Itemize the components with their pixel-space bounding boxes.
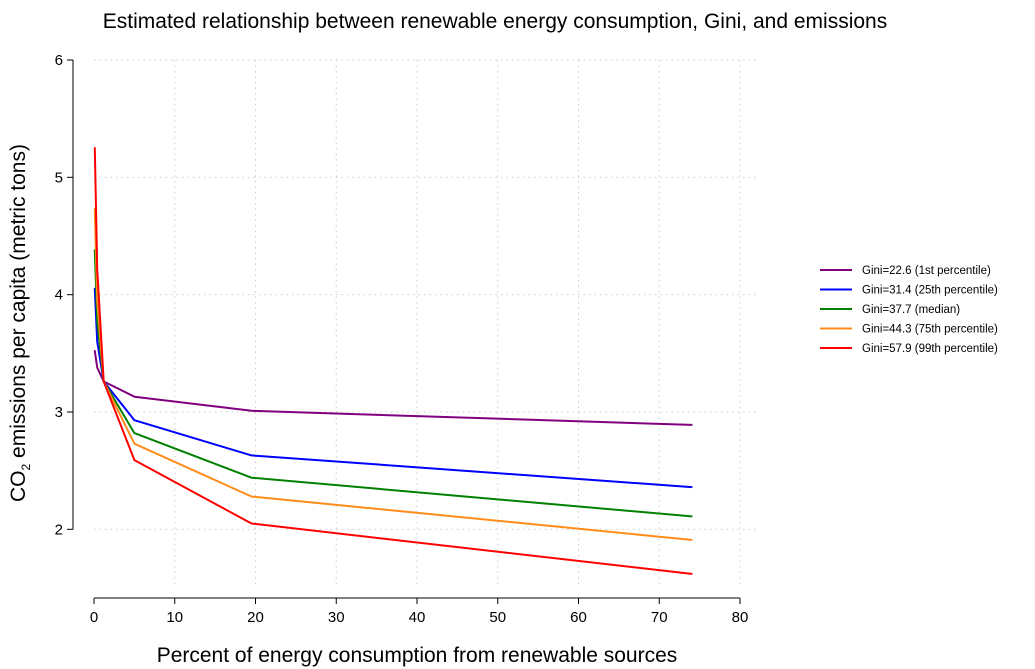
series-line <box>93 249 693 518</box>
chart-title: Estimated relationship between renewable… <box>103 10 887 33</box>
legend-label: Gini=31.4 (25th percentile) <box>862 285 998 297</box>
y-tick-label: 3 <box>55 404 63 421</box>
series-lines <box>93 147 693 575</box>
x-axis-title: Percent of energy consumption from renew… <box>157 644 678 667</box>
y-axis-title-subscript: 2 <box>19 463 33 470</box>
legend-label: Gini=22.6 (1st percentile) <box>862 265 991 277</box>
x-tick-label: 80 <box>732 609 749 626</box>
x-tick-label: 10 <box>166 609 183 626</box>
series-line <box>93 147 693 575</box>
legend-label: Gini=37.7 (median) <box>862 304 960 316</box>
y-axis-title: CO2 emissions per capita (metric tons) <box>7 144 33 502</box>
series-line <box>93 208 693 541</box>
y-axis-title-suffix: emissions per capita (metric tons) <box>7 144 30 464</box>
legend-label: Gini=57.9 (99th percentile) <box>862 343 998 355</box>
y-tick-label: 6 <box>55 52 63 69</box>
x-tick-label: 70 <box>651 609 668 626</box>
y-tick-label: 2 <box>55 521 63 538</box>
x-tick-label: 0 <box>90 609 98 626</box>
series-line <box>93 350 693 426</box>
x-tick-label: 60 <box>570 609 587 626</box>
x-tick-label: 50 <box>489 609 506 626</box>
x-tick-label: 30 <box>328 609 345 626</box>
legend: Gini=22.6 (1st percentile) Gini=31.4 (25t… <box>820 265 998 355</box>
legend-label: Gini=44.3 (75th percentile) <box>862 324 998 336</box>
series-line <box>93 287 693 489</box>
x-tick-label: 40 <box>409 609 426 626</box>
y-tick-label: 4 <box>55 287 63 304</box>
y-axis-title-prefix: CO <box>7 470 30 502</box>
grid <box>94 59 758 588</box>
x-tick-label: 20 <box>247 609 264 626</box>
y-tick-label: 5 <box>55 169 63 186</box>
